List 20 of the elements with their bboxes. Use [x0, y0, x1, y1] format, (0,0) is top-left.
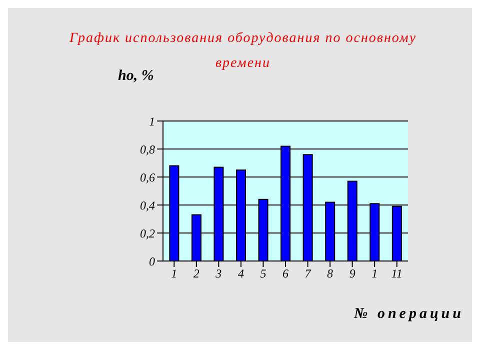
x-tick-label: 2 [193, 266, 200, 281]
y-tick-label: 0,8 [140, 142, 155, 156]
y-tick-label: 0,4 [140, 198, 155, 212]
y-tick-label: 1 [149, 114, 155, 128]
x-tick-label: 4 [238, 266, 244, 281]
y-tick-label: 0 [149, 254, 155, 268]
x-tick-label: 9 [349, 266, 356, 281]
x-tick-label: 11 [391, 266, 402, 281]
x-tick-label: 6 [282, 266, 288, 281]
x-tick-label: 5 [260, 266, 266, 281]
y-axis-title: ho, % [118, 68, 154, 85]
x-axis-title: № операции [354, 306, 464, 323]
chart-title: График использования оборудования по основному времени [69, 31, 417, 71]
x-tick-label: 8 [327, 266, 334, 281]
y-tick-label: 0,6 [140, 170, 155, 184]
x-tick-label: 1 [171, 266, 178, 281]
x-tick-label: 1 [372, 266, 378, 281]
y-tick-label: 0,2 [140, 226, 155, 240]
x-tick-label: 7 [304, 266, 312, 281]
x-tick-label: 3 [214, 266, 222, 281]
